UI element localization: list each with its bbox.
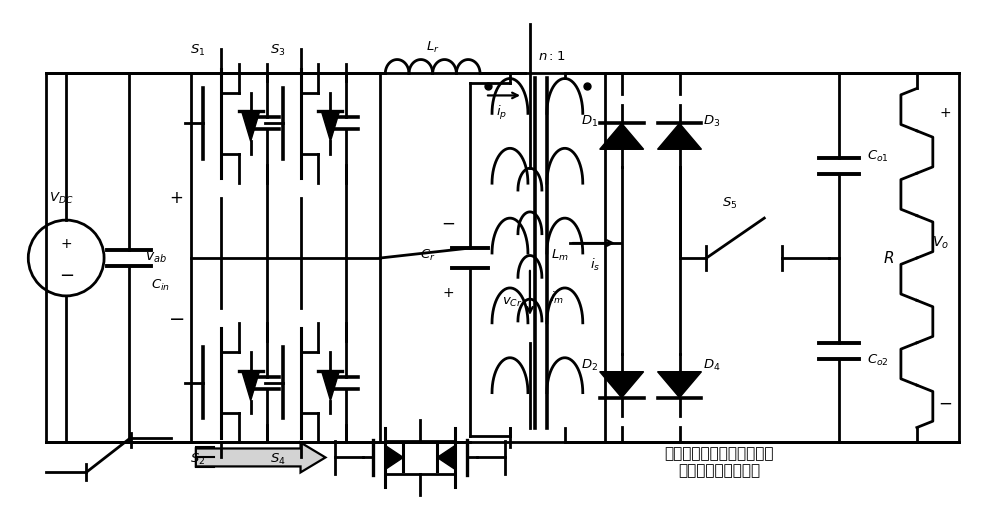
Text: $D_1$: $D_1$: [581, 114, 598, 129]
Text: $V_o$: $V_o$: [932, 235, 949, 251]
Text: $L_r$: $L_r$: [426, 40, 440, 55]
Polygon shape: [600, 123, 644, 149]
Text: $D_3$: $D_3$: [703, 114, 720, 129]
Text: $n:1$: $n:1$: [538, 50, 565, 63]
Text: $+$: $+$: [442, 286, 454, 300]
Text: $S_1$: $S_1$: [190, 43, 206, 58]
Polygon shape: [658, 123, 701, 149]
FancyArrow shape: [196, 443, 325, 472]
Text: $S_3$: $S_3$: [270, 43, 285, 58]
Text: $+$: $+$: [169, 189, 183, 207]
Polygon shape: [242, 111, 260, 141]
Text: $-$: $-$: [938, 393, 952, 411]
Text: $R$: $R$: [883, 250, 895, 266]
Text: $+$: $+$: [60, 237, 72, 251]
Polygon shape: [658, 372, 701, 398]
Text: $S_4$: $S_4$: [270, 452, 285, 467]
Text: $C_{o2}$: $C_{o2}$: [867, 353, 889, 368]
Text: $-$: $-$: [168, 308, 184, 327]
Text: $i_p$: $i_p$: [496, 104, 508, 123]
Polygon shape: [600, 372, 644, 398]
Text: $-$: $-$: [59, 265, 74, 283]
Text: $C_{o1}$: $C_{o1}$: [867, 149, 889, 164]
Text: $+$: $+$: [939, 106, 951, 121]
Text: $V_{DC}$: $V_{DC}$: [49, 191, 74, 206]
Polygon shape: [242, 371, 260, 401]
Text: $C_{in}$: $C_{in}$: [151, 279, 170, 293]
Text: 由同一个驱动电路驱动的低
功率等级背靠背开关: 由同一个驱动电路驱动的低 功率等级背靠背开关: [665, 446, 774, 479]
Text: $v_{ab}$: $v_{ab}$: [145, 251, 167, 265]
Polygon shape: [321, 371, 339, 401]
Text: $-$: $-$: [441, 214, 455, 232]
Text: $L_m$: $L_m$: [551, 248, 569, 263]
Text: $S_5$: $S_5$: [722, 195, 737, 211]
Text: $v_{Cr}$: $v_{Cr}$: [502, 297, 523, 309]
Text: $C_r$: $C_r$: [420, 247, 435, 263]
Polygon shape: [321, 111, 339, 141]
Polygon shape: [385, 445, 403, 469]
Text: $i_s$: $i_s$: [590, 257, 600, 273]
Text: $i_m$: $i_m$: [550, 290, 564, 306]
Text: $S_2$: $S_2$: [190, 452, 205, 467]
Text: $D_2$: $D_2$: [581, 358, 598, 373]
Polygon shape: [437, 445, 455, 469]
Text: $D_4$: $D_4$: [703, 358, 720, 373]
